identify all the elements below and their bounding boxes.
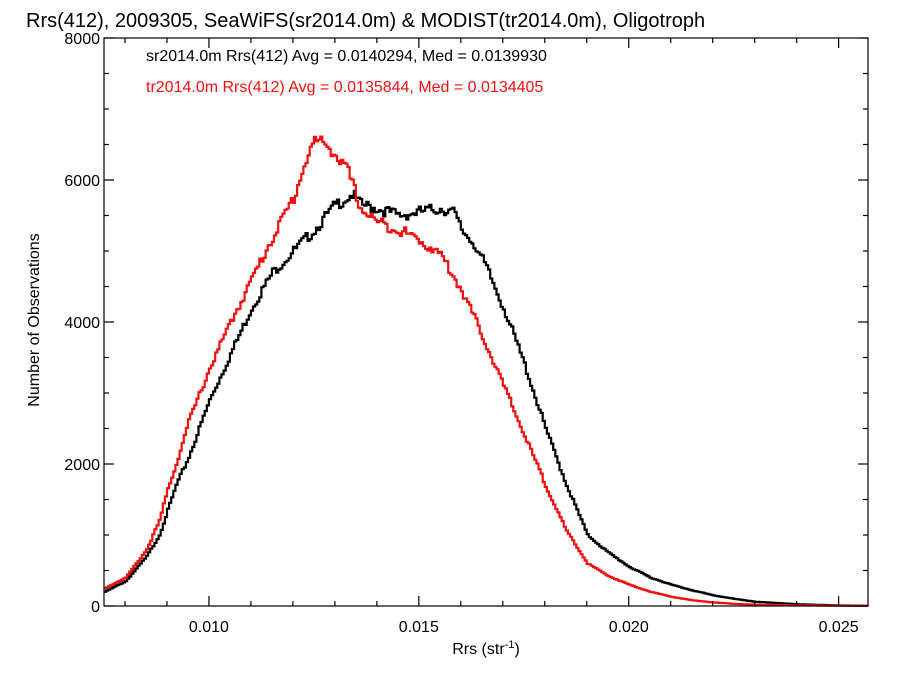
x-tick-label: 0.020 xyxy=(609,619,649,636)
y-tick-label: 4000 xyxy=(64,315,100,332)
legend-annotation-black: sr2014.0m Rrs(412) Avg = 0.0140294, Med … xyxy=(146,48,547,65)
y-tick-label: 2000 xyxy=(64,457,100,474)
legend-annotation-red: tr2014.0m Rrs(412) Avg = 0.0135844, Med … xyxy=(146,79,543,96)
x-axis-label-end: ) xyxy=(514,641,519,658)
tick-labels-layer: 0.010 0.015 0.020 0.025 0 2000 4000 6000 8000 xyxy=(64,31,858,636)
series-line-red xyxy=(104,135,870,607)
x-axis-label-main: Rrs (str xyxy=(452,641,505,658)
plot-frame xyxy=(103,37,869,607)
series-layer xyxy=(104,135,870,607)
x-axis-label-superscript: -1 xyxy=(505,639,515,651)
x-tick-label: 0.015 xyxy=(399,619,439,636)
x-tick-label: 0.010 xyxy=(189,619,229,636)
y-tick-label: 8000 xyxy=(64,31,100,48)
y-tick-label: 6000 xyxy=(64,173,100,190)
x-axis-label: Rrs (str-1) xyxy=(452,639,520,658)
y-tick-label: 0 xyxy=(91,599,100,616)
series-line-black xyxy=(104,189,868,607)
x-tick-label: 0.025 xyxy=(819,619,859,636)
y-axis-label: Number of Observations xyxy=(26,233,43,406)
chart-title: Rrs(412), 2009305, SeaWiFS(sr2014.0m) & … xyxy=(26,10,705,32)
ticks-layer xyxy=(104,37,868,607)
